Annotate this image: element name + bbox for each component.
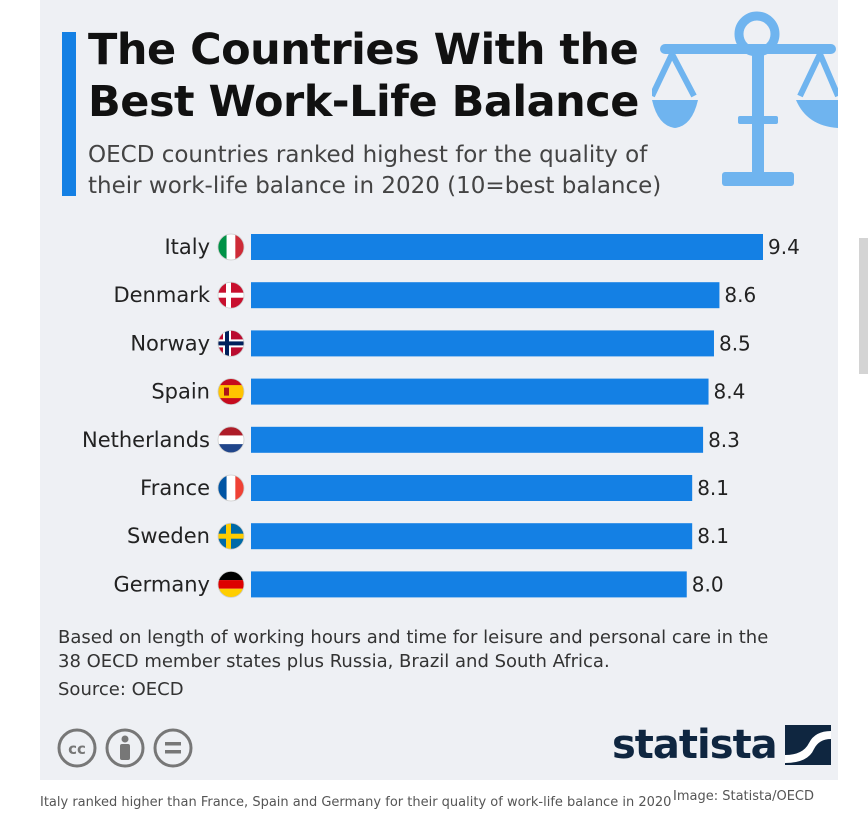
netherlands-flag-icon	[217, 426, 245, 454]
bar-italy	[251, 234, 763, 260]
value-label: 8.1	[697, 476, 729, 500]
balance-scale-icon	[652, 11, 838, 186]
scrollbar-thumb[interactable]	[859, 238, 868, 374]
category-label: France	[140, 476, 210, 500]
spain-flag-icon	[217, 378, 245, 406]
germany-flag-icon	[217, 571, 245, 598]
category-label: Italy	[164, 235, 210, 259]
statista-logo-icon	[784, 725, 831, 765]
bar-chart: Italy 9.4 Denmark 8.6 Norway 8.5 Spain 8.4 Nethe…	[82, 233, 800, 598]
category-label: Denmark	[113, 283, 210, 307]
bar-sweden	[251, 523, 693, 550]
value-label: 9.4	[768, 235, 800, 259]
category-label: Germany	[113, 572, 210, 596]
bar-germany	[251, 571, 687, 598]
bar-denmark	[251, 282, 720, 309]
infographic-card: The Countries With the Best Work-Life Ba…	[40, 0, 838, 780]
bar-spain	[251, 378, 709, 405]
chart-subtitle: OECD countries ranked highest for the qu…	[88, 142, 662, 199]
image-credit: Image: Statista/OECD	[673, 789, 815, 804]
statista-logo: statista	[612, 722, 831, 768]
no-derivatives-icon	[153, 728, 193, 768]
category-label: Netherlands	[82, 428, 210, 452]
cc-icon: cc	[57, 728, 97, 768]
france-flag-icon	[217, 474, 245, 502]
license-icons: cc	[57, 728, 193, 768]
accent-bar	[62, 32, 76, 196]
value-label: 8.6	[724, 283, 756, 307]
value-label: 8.5	[719, 331, 751, 355]
denmark-flag-icon	[217, 281, 245, 309]
svg-text:cc: cc	[68, 740, 86, 758]
image-caption: Italy ranked higher than France, Spain a…	[40, 795, 672, 810]
category-label: Sweden	[127, 524, 210, 548]
category-label: Norway	[130, 331, 210, 355]
norway-flag-icon	[217, 329, 245, 357]
value-label: 8.1	[697, 524, 729, 548]
bar-netherlands	[251, 426, 704, 453]
attribution-icon	[105, 728, 145, 768]
italy-flag-icon	[217, 233, 245, 261]
methodology-note: Based on length of working hours and tim…	[58, 627, 769, 672]
value-label: 8.4	[714, 380, 746, 404]
value-label: 8.3	[708, 428, 740, 452]
statista-logo-text: statista	[612, 722, 778, 768]
source-note: Source: OECD	[58, 679, 184, 700]
sweden-flag-icon	[217, 522, 245, 550]
category-label: Spain	[151, 380, 210, 404]
bar-norway	[251, 330, 714, 357]
value-label: 8.0	[692, 572, 724, 596]
bar-france	[251, 475, 693, 501]
chart-title: The Countries With the Best Work-Life Ba…	[88, 25, 639, 127]
